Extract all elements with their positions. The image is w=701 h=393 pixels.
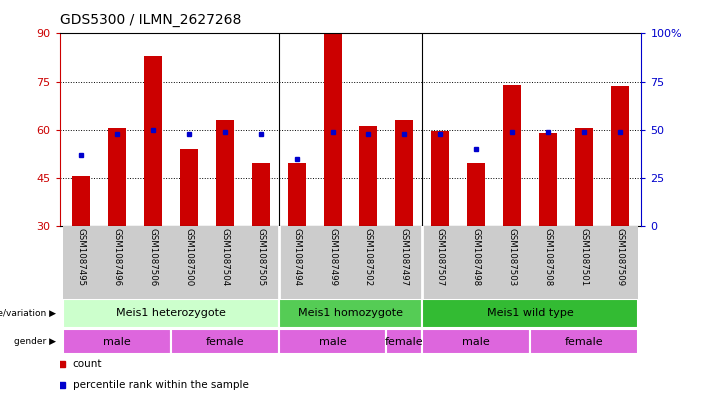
Text: GSM1087499: GSM1087499 xyxy=(328,228,337,286)
Bar xyxy=(287,163,306,226)
Text: female: female xyxy=(385,336,423,347)
Text: GSM1087509: GSM1087509 xyxy=(615,228,625,286)
Text: GSM1087507: GSM1087507 xyxy=(436,228,445,286)
Bar xyxy=(566,226,602,299)
Bar xyxy=(171,226,207,299)
Bar xyxy=(324,33,341,226)
Bar xyxy=(422,329,530,354)
Text: GSM1087504: GSM1087504 xyxy=(220,228,229,286)
Text: GSM1087508: GSM1087508 xyxy=(543,228,552,286)
Bar xyxy=(99,226,135,299)
Bar xyxy=(135,226,171,299)
Text: GDS5300 / ILMN_2627268: GDS5300 / ILMN_2627268 xyxy=(60,13,241,27)
Bar xyxy=(503,85,521,226)
Text: Meis1 homozygote: Meis1 homozygote xyxy=(298,309,403,318)
Bar xyxy=(539,133,557,226)
Text: GSM1087502: GSM1087502 xyxy=(364,228,373,286)
Bar xyxy=(180,149,198,226)
Text: GSM1087494: GSM1087494 xyxy=(292,228,301,286)
Bar xyxy=(602,226,638,299)
Bar xyxy=(530,226,566,299)
Bar xyxy=(144,56,162,226)
Text: GSM1087503: GSM1087503 xyxy=(508,228,517,286)
Bar xyxy=(611,86,629,226)
Text: GSM1087495: GSM1087495 xyxy=(76,228,86,286)
Bar xyxy=(530,329,638,354)
Text: count: count xyxy=(73,359,102,369)
Bar xyxy=(63,329,171,354)
Text: GSM1087501: GSM1087501 xyxy=(580,228,588,286)
Bar xyxy=(386,226,422,299)
Text: GSM1087498: GSM1087498 xyxy=(472,228,481,286)
Bar xyxy=(279,329,386,354)
Bar xyxy=(207,226,243,299)
Bar xyxy=(63,226,99,299)
Text: male: male xyxy=(463,336,490,347)
Bar xyxy=(171,329,279,354)
Text: Meis1 wild type: Meis1 wild type xyxy=(486,309,573,318)
Bar xyxy=(468,163,485,226)
Bar xyxy=(395,120,414,226)
Bar xyxy=(575,128,593,226)
Text: GSM1087496: GSM1087496 xyxy=(113,228,121,286)
Text: GSM1087506: GSM1087506 xyxy=(149,228,158,286)
Text: female: female xyxy=(564,336,604,347)
Bar xyxy=(243,226,279,299)
Bar xyxy=(494,226,530,299)
Text: female: female xyxy=(205,336,244,347)
Text: gender ▶: gender ▶ xyxy=(14,337,56,346)
Text: GSM1087500: GSM1087500 xyxy=(184,228,193,286)
Bar xyxy=(279,226,315,299)
Text: genotype/variation ▶: genotype/variation ▶ xyxy=(0,309,56,318)
Bar xyxy=(216,120,233,226)
Text: percentile rank within the sample: percentile rank within the sample xyxy=(73,380,249,390)
Text: Meis1 heterozygote: Meis1 heterozygote xyxy=(116,309,226,318)
Bar xyxy=(252,163,270,226)
Bar xyxy=(458,226,494,299)
Bar xyxy=(350,226,386,299)
Bar xyxy=(63,299,279,328)
Bar xyxy=(431,131,449,226)
Bar xyxy=(360,127,377,226)
Text: male: male xyxy=(319,336,346,347)
Bar xyxy=(72,176,90,226)
Text: GSM1087497: GSM1087497 xyxy=(400,228,409,286)
Text: GSM1087505: GSM1087505 xyxy=(256,228,265,286)
Bar xyxy=(422,299,638,328)
Bar xyxy=(279,299,422,328)
Bar xyxy=(315,226,350,299)
Bar xyxy=(108,128,126,226)
Bar xyxy=(422,226,458,299)
Bar xyxy=(386,329,422,354)
Text: male: male xyxy=(103,336,131,347)
